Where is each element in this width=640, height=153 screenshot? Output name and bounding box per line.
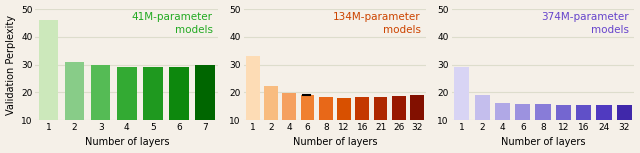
Bar (246, 56, 260, 120)
Bar (169, 67, 189, 120)
Bar (143, 67, 163, 120)
X-axis label: Number of layers: Number of layers (292, 137, 377, 147)
Text: 374M-parameter
models: 374M-parameter models (541, 12, 629, 35)
X-axis label: Number of layers: Number of layers (84, 137, 169, 147)
Bar (282, 93, 296, 120)
Bar (319, 97, 333, 120)
Bar (515, 104, 531, 120)
Text: 134M-parameter
models: 134M-parameter models (333, 12, 421, 35)
Bar (410, 95, 424, 120)
Bar (38, 20, 58, 120)
Bar (301, 95, 314, 120)
Bar (374, 97, 387, 120)
Bar (576, 105, 591, 120)
Bar (117, 67, 136, 120)
Bar (337, 98, 351, 120)
Bar (556, 105, 571, 120)
Bar (195, 65, 215, 120)
Text: 41M-parameter
models: 41M-parameter models (132, 12, 212, 35)
Bar (355, 97, 369, 120)
Bar (65, 62, 84, 120)
Bar (495, 103, 510, 120)
Bar (474, 95, 490, 120)
Bar (536, 104, 550, 120)
Bar (91, 65, 111, 120)
Bar (264, 86, 278, 120)
Bar (617, 105, 632, 120)
Bar (596, 105, 612, 120)
Bar (392, 96, 406, 120)
Y-axis label: Validation Perplexity: Validation Perplexity (6, 15, 15, 115)
Bar (454, 67, 470, 120)
X-axis label: Number of layers: Number of layers (501, 137, 586, 147)
